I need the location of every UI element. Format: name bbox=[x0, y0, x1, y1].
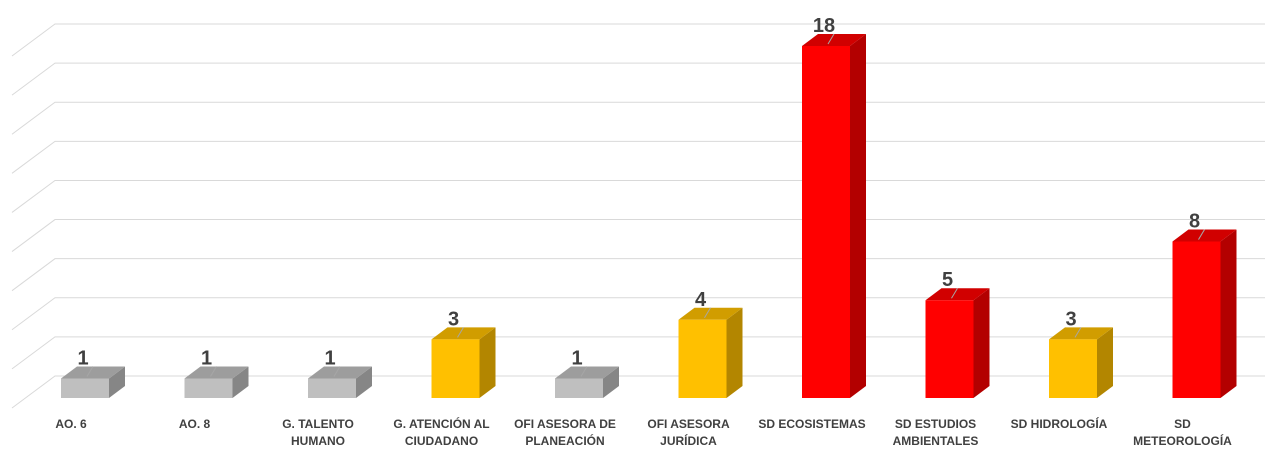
bar-face bbox=[184, 366, 249, 379]
value-label: 1 bbox=[571, 347, 582, 369]
bar bbox=[308, 366, 372, 398]
bar-face bbox=[109, 366, 125, 398]
bar-face bbox=[925, 300, 974, 398]
bar-face bbox=[1049, 339, 1097, 398]
bar bbox=[1172, 229, 1237, 398]
grid-line bbox=[11, 140, 1265, 174]
bar-face bbox=[555, 366, 619, 379]
leader-line bbox=[86, 366, 94, 377]
bar-face bbox=[356, 366, 372, 398]
bar-face bbox=[555, 378, 603, 398]
bar-face bbox=[308, 378, 356, 398]
x-tick-label: AO. 8 bbox=[178, 417, 211, 431]
grid-line bbox=[11, 297, 1265, 331]
bar-face bbox=[61, 378, 109, 398]
bar-face bbox=[603, 366, 619, 398]
bar-face bbox=[184, 378, 233, 398]
bar bbox=[802, 34, 866, 398]
leader-line bbox=[210, 366, 217, 377]
value-label: 3 bbox=[1065, 308, 1076, 330]
bar bbox=[61, 366, 125, 398]
value-label: 1 bbox=[77, 347, 88, 369]
bar bbox=[678, 307, 743, 398]
leader-line bbox=[827, 33, 835, 45]
bar-face bbox=[678, 307, 743, 320]
bar-face bbox=[1172, 241, 1221, 398]
grid-line bbox=[11, 179, 1265, 213]
x-tick-label: OFI ASESORA JURÍDICA bbox=[647, 417, 730, 448]
grid-line bbox=[11, 219, 1265, 252]
bar-face bbox=[1097, 327, 1113, 398]
value-label: 3 bbox=[448, 308, 459, 330]
bar-face bbox=[61, 366, 125, 379]
bar-face bbox=[431, 327, 496, 340]
bar-face bbox=[973, 288, 990, 398]
bar-face bbox=[479, 327, 496, 398]
bar bbox=[925, 288, 990, 398]
bar-face bbox=[678, 319, 727, 398]
x-tick-label: SD ESTUDIOS AMBIENTALES bbox=[892, 417, 979, 448]
bar-face bbox=[1220, 229, 1237, 398]
x-tick-label: SD METEOROLOGÍA bbox=[1133, 417, 1232, 448]
grid-line bbox=[11, 23, 1265, 57]
value-label: 8 bbox=[1189, 211, 1200, 233]
leader-line bbox=[951, 287, 958, 299]
bar-face bbox=[802, 34, 866, 46]
grid-line bbox=[11, 101, 1265, 135]
x-tick-label: SD HIDROLOGÍA bbox=[1010, 417, 1108, 431]
leader-line bbox=[457, 327, 464, 338]
bar-face bbox=[925, 288, 990, 301]
value-label: 1 bbox=[324, 347, 335, 369]
bar bbox=[431, 327, 496, 398]
x-tick-label: AO. 6 bbox=[55, 417, 87, 431]
value-label: 5 bbox=[942, 269, 953, 291]
bar-face bbox=[232, 366, 249, 398]
bar-face bbox=[726, 307, 743, 398]
bar-face bbox=[1049, 327, 1113, 340]
x-tick-label: OFI ASESORA DE PLANEACIÓN bbox=[514, 417, 616, 448]
bar-face bbox=[802, 46, 850, 398]
bar-face bbox=[1172, 229, 1237, 242]
x-tick-label: G. TALENTO HUMANO bbox=[282, 417, 354, 448]
grid-line bbox=[11, 258, 1265, 292]
x-tick-label: SD ECOSISTEMAS bbox=[758, 417, 866, 431]
x-tick-label: G. ATENCIÓN AL CIUDADANO bbox=[393, 417, 490, 448]
leader-line bbox=[333, 366, 341, 377]
bar-face bbox=[850, 34, 866, 398]
bar bbox=[1049, 327, 1113, 398]
bar bbox=[555, 366, 619, 398]
value-label: 18 bbox=[813, 15, 835, 37]
leader-line bbox=[580, 366, 588, 377]
bar-face bbox=[308, 366, 372, 379]
leader-line bbox=[1198, 229, 1205, 240]
value-label: 4 bbox=[695, 289, 707, 311]
leader-line bbox=[704, 307, 711, 319]
bar-face bbox=[431, 339, 480, 398]
bar bbox=[184, 366, 249, 398]
leader-line bbox=[1074, 327, 1082, 338]
grid-line bbox=[11, 62, 1265, 96]
value-label: 1 bbox=[201, 347, 212, 369]
